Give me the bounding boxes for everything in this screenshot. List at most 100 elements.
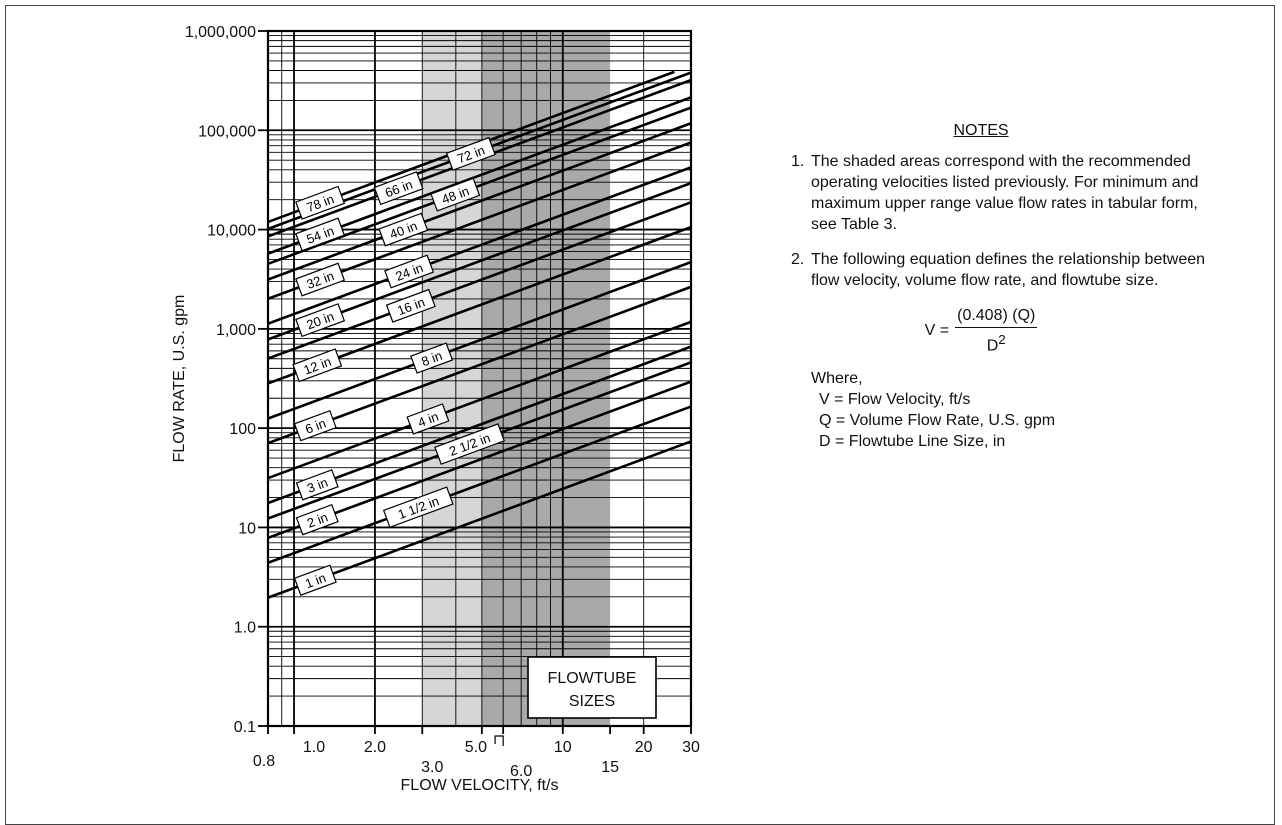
x-tick-label: 1.0 xyxy=(303,739,325,756)
series-label-box xyxy=(410,342,454,374)
flowtube-sizes-rect xyxy=(527,656,657,719)
series-label-box xyxy=(373,171,424,206)
series-label-text: 8 in xyxy=(419,348,444,369)
y-tick-label: 10,000 xyxy=(207,223,256,240)
series-label-66-in: 66 in xyxy=(373,171,424,206)
series-label-box xyxy=(293,409,337,442)
formula-denominator-exp: 2 xyxy=(998,332,1006,347)
note-2: 2. The following equation defines the re… xyxy=(791,249,1211,291)
series-label-12-in: 12 in xyxy=(292,348,343,383)
x-tick-label: 30 xyxy=(682,739,700,756)
series-label-text: 6 in xyxy=(303,415,328,436)
series-line-6-in xyxy=(268,285,691,445)
flow-chart: 1 in1 1/2 in2 in2 1/2 in3 in4 in6 in8 in… xyxy=(171,24,700,794)
note-2-number: 2. xyxy=(791,251,805,268)
series-line-40-in xyxy=(268,122,691,281)
x-axis-title: FLOW VELOCITY, ft/s xyxy=(401,777,559,794)
flowtube-sizes-line1: FLOWTUBE xyxy=(548,670,637,687)
series-label-4-in: 4 in xyxy=(406,403,450,435)
x-tick-label: 2.0 xyxy=(364,739,386,756)
series-label-box xyxy=(295,469,339,501)
series-label-text: 2 in xyxy=(305,510,330,531)
series-label-box xyxy=(295,503,339,536)
y-tick-label: 1.0 xyxy=(234,620,256,637)
x-tick-label: 15 xyxy=(601,759,619,776)
series-label-text: 4 in xyxy=(416,409,441,430)
series-label-40-in: 40 in xyxy=(378,212,429,247)
series-line-1-1-2-in xyxy=(268,405,691,564)
series-label-box xyxy=(295,303,346,338)
series-label-6-in: 6 in xyxy=(293,409,337,442)
formula-denominator-base: D xyxy=(986,337,999,355)
shaded-region-2 xyxy=(481,31,563,726)
notes-panel: NOTES 1. The shaded areas correspond wit… xyxy=(791,120,1211,466)
series-label-box xyxy=(293,564,337,596)
series-label-box xyxy=(295,185,346,220)
series-label-box xyxy=(434,423,505,465)
where-item-velocity: V = Flow Velocity, ft/s xyxy=(819,391,971,409)
where-item-flow-rate: Q = Volume Flow Rate, U.S. gpm xyxy=(819,412,1056,430)
y-tick-label: 100,000 xyxy=(198,123,256,140)
note-1-number: 1. xyxy=(791,153,805,170)
notes-title: NOTES xyxy=(953,122,1009,139)
series-label-box xyxy=(445,136,496,171)
series-label-3-in: 3 in xyxy=(295,469,339,501)
formula-fraction: (0.408) (Q) D2 xyxy=(955,305,1038,356)
series-labels: 1 in1 1/2 in2 in2 1/2 in3 in4 in6 in8 in… xyxy=(292,136,505,596)
series-label-24-in: 24 in xyxy=(384,254,435,289)
series-label-box xyxy=(292,348,343,383)
series-label-box xyxy=(430,177,481,212)
series-line-8-in xyxy=(268,260,691,420)
velocity-formula: V = (0.408) (Q) D2 xyxy=(751,305,1211,356)
where-label: Where, xyxy=(811,370,863,388)
series-label-box xyxy=(378,212,429,247)
where-item-line-size: D = Flowtube Line Size, in xyxy=(819,433,1006,451)
series-label-20-in: 20 in xyxy=(295,303,346,338)
series-label-box xyxy=(382,486,454,529)
x-tick-label: 3.0 xyxy=(421,759,443,776)
flowtube-sizes-box: FLOWTUBE SIZES xyxy=(527,656,657,719)
series-line-2-in xyxy=(268,380,691,540)
x-tick-label: 0.8 xyxy=(253,753,275,770)
x-tick-label: 10 xyxy=(554,739,572,756)
series-label-box xyxy=(295,217,346,252)
series-line-3-in xyxy=(268,345,691,505)
series-label-54-in: 54 in xyxy=(295,217,346,252)
series-label-box xyxy=(406,403,450,435)
note-1: 1. The shaded areas correspond with the … xyxy=(791,151,1211,235)
series-label-16-in: 16 in xyxy=(385,288,436,323)
y-axis-title: FLOW RATE, U.S. gpm xyxy=(171,295,188,463)
series-line-1-in xyxy=(268,440,691,599)
y-tick-label: 1,000 xyxy=(216,322,256,339)
series-label-72-in: 72 in xyxy=(445,136,496,171)
series-label-box xyxy=(385,288,436,323)
series-label-text: 3 in xyxy=(305,475,330,496)
note-2-text: The following equation defines the relat… xyxy=(811,251,1206,289)
series-line-4-in xyxy=(268,320,691,480)
note-1-text: The shaded areas correspond with the rec… xyxy=(811,153,1199,233)
x-tick-label: 5.0 xyxy=(465,739,487,756)
formula-denominator: D2 xyxy=(987,328,1006,356)
series-label-8-in: 8 in xyxy=(410,342,454,374)
y-tick-label: 10 xyxy=(238,520,256,537)
series-label-1-in: 1 in xyxy=(293,564,337,596)
where-block: Where, V = Flow Velocity, ft/s Q = Volum… xyxy=(791,368,1211,452)
series-label-text: 1 in xyxy=(303,570,328,591)
series-label-box xyxy=(295,262,346,297)
series-label-box xyxy=(384,254,435,289)
plot-border xyxy=(266,29,693,728)
y-tick-label: 0.1 xyxy=(234,719,256,736)
formula-numerator: (0.408) (Q) xyxy=(955,305,1038,328)
x-tick-leader xyxy=(494,735,504,746)
series-label-78-in: 78 in xyxy=(295,185,346,220)
x-tick-label: 20 xyxy=(635,739,653,756)
flowtube-sizes-line2: SIZES xyxy=(569,693,615,710)
series-line-16-in xyxy=(268,201,691,360)
y-tick-label: 100 xyxy=(229,421,256,438)
formula-lhs: V = xyxy=(924,322,950,340)
y-tick-label: 1,000,000 xyxy=(185,24,256,41)
x-tick-label: 6.0 xyxy=(510,763,532,780)
series-line-24-in xyxy=(268,166,691,325)
series-label-32-in: 32 in xyxy=(295,262,346,297)
series-label-2-in: 2 in xyxy=(295,503,339,536)
